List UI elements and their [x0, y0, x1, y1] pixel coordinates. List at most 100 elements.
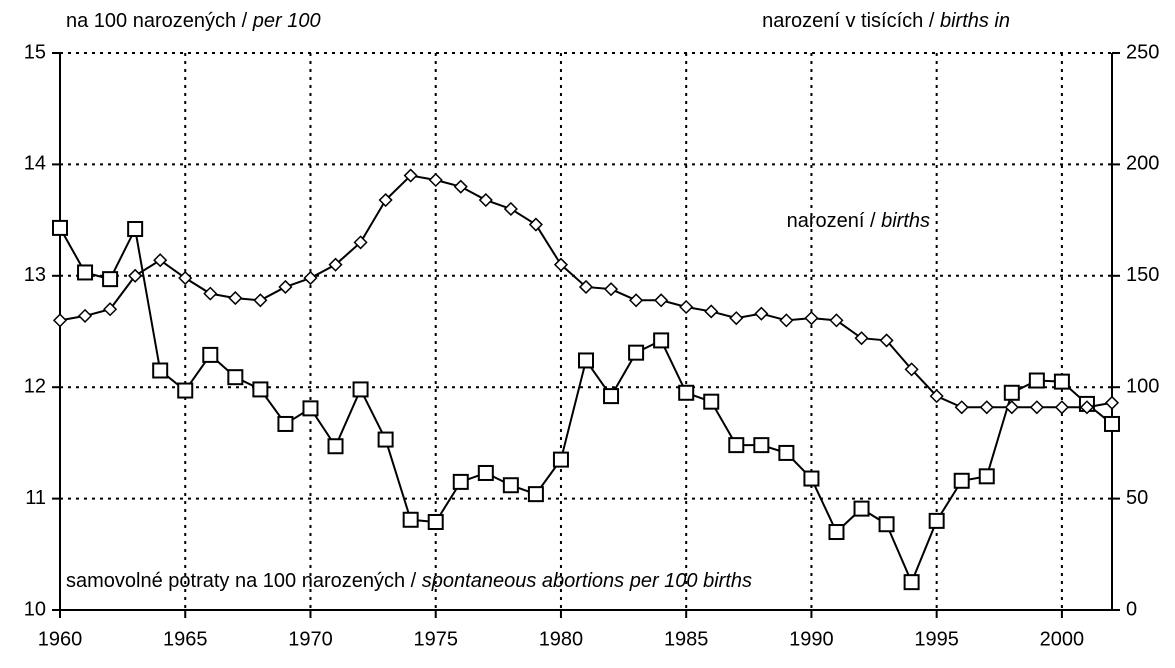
y2-axis-title-italic: births in [940, 10, 1010, 32]
square-marker [427, 513, 444, 530]
square-marker [778, 444, 795, 461]
y-tick-label: 13 [24, 264, 46, 286]
diamond-marker [1104, 395, 1120, 410]
square-marker [552, 451, 569, 468]
square-marker [678, 384, 695, 401]
square-marker [903, 574, 920, 591]
y2-axis-title: narození v tisících / births in [762, 10, 1010, 32]
y2-tick-label: 0 [1126, 598, 1137, 620]
diamond-marker [603, 282, 619, 297]
square-marker [578, 352, 594, 369]
y2-axis-title-text: narození v tisících / [762, 10, 940, 32]
diamond-marker [178, 270, 193, 286]
y2-tick-label: 250 [1126, 41, 1159, 63]
y-tick-label: 15 [24, 41, 46, 63]
diamond-marker [629, 293, 644, 308]
square-marker [1053, 373, 1070, 390]
square-marker [102, 271, 119, 288]
diamond-marker [453, 179, 468, 194]
square-marker [1028, 372, 1045, 389]
diamond-marker [403, 168, 418, 183]
annotation-italic: spontaneous abortions per 100 births [422, 570, 752, 592]
diamond-marker [704, 304, 719, 319]
square-marker [77, 264, 94, 281]
y-tick-label: 10 [24, 598, 46, 620]
square-marker [1003, 384, 1020, 401]
square-marker [928, 512, 945, 529]
diamond-marker [829, 313, 844, 328]
annotation-text: narození / [787, 210, 882, 232]
square-marker [878, 516, 895, 533]
diamond-marker [754, 306, 769, 321]
square-marker [978, 468, 995, 485]
square-marker [502, 477, 519, 494]
square-marker [277, 415, 294, 432]
square-marker [327, 438, 344, 455]
diamond-marker [478, 192, 493, 208]
x-tick-label: 1960 [38, 628, 83, 650]
y-tick-label: 12 [24, 375, 46, 397]
annotation: narození / births [787, 210, 930, 232]
square-marker [227, 369, 244, 386]
square-marker [302, 400, 319, 417]
square-marker [603, 388, 620, 405]
diamond-marker [729, 311, 744, 326]
y-axis-title: na 100 narozených / per 100 [66, 10, 321, 32]
annotation: samovolné potraty na 100 narozených / sp… [66, 570, 752, 592]
y2-tick-label: 50 [1126, 487, 1148, 509]
diamond-marker [854, 331, 869, 346]
square-marker [252, 381, 269, 398]
x-tick-label: 1980 [539, 628, 584, 650]
diamond-marker [528, 217, 543, 232]
diamond-marker [679, 299, 694, 315]
square-marker [527, 486, 544, 503]
diamond-marker [203, 286, 218, 301]
square-marker [177, 382, 194, 399]
y-tick-label: 11 [25, 487, 46, 509]
diamond-marker [278, 279, 293, 295]
diamond-marker [103, 302, 118, 317]
square-marker [728, 437, 745, 454]
diamond-marker [578, 279, 594, 295]
square-marker [377, 431, 394, 448]
annotation-italic: births [881, 210, 930, 232]
diamond-marker [779, 313, 794, 328]
y-axis-title-italic: per 100 [252, 10, 321, 32]
diamond-marker [353, 235, 368, 250]
diamond-marker [929, 389, 944, 404]
x-tick-label: 1990 [789, 628, 834, 650]
diamond-marker [77, 308, 93, 323]
diamond-marker [228, 291, 243, 306]
square-marker [402, 511, 419, 528]
y2-tick-label: 150 [1126, 264, 1159, 286]
y-tick-label: 14 [24, 153, 46, 175]
x-tick-label: 1995 [914, 628, 959, 650]
diamond-marker [1079, 400, 1095, 415]
diamond-marker [153, 253, 168, 268]
square-marker [653, 332, 670, 349]
x-tick-label: 1970 [288, 628, 333, 650]
square-marker [477, 464, 494, 481]
square-marker [1104, 415, 1120, 432]
diamond-marker [328, 257, 343, 272]
diamond-marker [1054, 400, 1069, 415]
x-tick-label: 1965 [163, 628, 208, 650]
square-marker [202, 346, 219, 363]
diamond-marker [1004, 400, 1019, 415]
square-marker [853, 500, 870, 517]
square-marker [127, 221, 144, 238]
square-marker [52, 219, 68, 236]
square-marker [803, 470, 820, 487]
square-marker [152, 362, 169, 379]
square-marker [753, 437, 770, 454]
y-axis-title-text: na 100 narozených / [66, 10, 253, 32]
x-tick-label: 1985 [664, 628, 709, 650]
y2-tick-label: 100 [1126, 375, 1159, 397]
square-marker [703, 393, 720, 410]
diamond-marker [553, 257, 569, 272]
diamond-marker [52, 313, 68, 328]
diamond-marker [503, 201, 518, 217]
diamond-marker [804, 311, 819, 326]
square-marker [352, 381, 369, 398]
